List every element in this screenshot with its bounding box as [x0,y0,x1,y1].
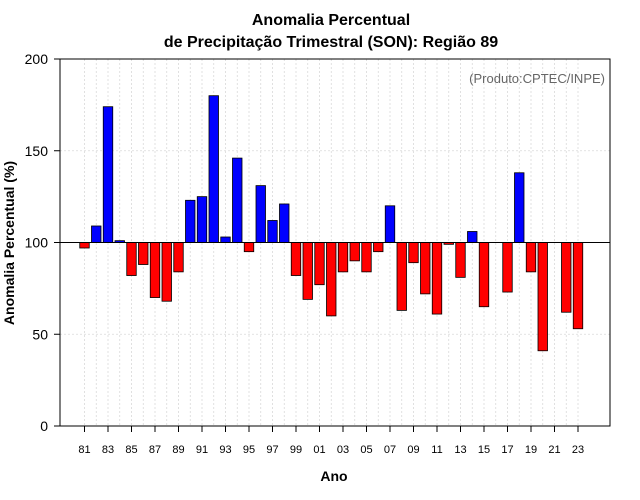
bar-22 [561,242,572,313]
bar-20 [537,242,548,352]
bar-04 [349,242,360,262]
credit-annotation: (Produto:CPTEC/INPE) [469,71,605,86]
x-tick-label: 93 [219,444,231,456]
x-tick-label: 11 [431,444,442,456]
x-tick-label: 03 [337,444,349,456]
x-tick-label: 95 [243,444,255,456]
y-tick-label: 200 [25,51,49,67]
bar-86 [138,242,149,265]
bar-02 [326,242,337,317]
bar-05 [361,242,372,273]
bar-06 [373,242,384,253]
bar-98 [279,203,290,243]
x-axis-label: Ano [320,468,347,484]
bars [79,95,584,352]
x-tick-label: 07 [384,444,396,456]
bar-19 [525,242,537,273]
bar-90 [185,199,196,243]
bar-23 [572,242,584,330]
bar-97 [267,220,278,243]
bar-92 [208,95,219,243]
bar-94 [232,157,243,243]
x-tick-label: 85 [125,444,137,456]
y-tick-label: 50 [32,326,48,342]
bar-11 [431,242,443,315]
bar-88 [161,242,172,302]
bar-08 [396,242,407,311]
y-tick-label: 0 [40,418,48,434]
bar-17 [502,242,513,293]
x-tick-label: 01 [313,444,325,456]
x-tick-label: 13 [454,444,466,456]
bar-13 [455,242,466,278]
bar-00 [302,242,313,300]
y-axis-label: Anomalia Percentual (%) [1,161,17,325]
x-tick-label: 15 [478,444,490,456]
y-tick-label: 150 [25,143,49,159]
y-axis: 0 50 100 150 200 [25,51,60,434]
bar-93 [220,236,231,243]
bar-89 [173,242,184,273]
bar-07 [384,205,396,243]
bar-85 [126,242,137,276]
x-tick-label: 87 [149,444,161,456]
bar-83 [102,106,114,243]
bar-81 [79,242,90,249]
bar-10 [420,242,431,295]
x-tick-label: 83 [102,444,114,456]
bar-96 [255,185,266,243]
bar-91 [196,196,208,243]
x-tick-label: 23 [572,444,584,456]
bar-15 [478,242,490,308]
chart-subtitle: de Precipitação Trimestral (SON): Região… [164,34,498,51]
grid-lines [60,58,610,427]
x-tick-label: 89 [172,444,184,456]
bar-99 [290,242,302,276]
x-tick-label: 05 [360,444,372,456]
x-tick-label: 99 [290,444,302,456]
x-tick-label: 17 [501,444,513,456]
chart-title: Anomalia Percentual [252,12,410,29]
bar-09 [408,242,419,264]
x-axis: 81 83 85 87 89 91 93 95 97 99 01 03 05 07 09 11 13 15 17 19… [78,426,584,456]
bar-82 [91,225,102,243]
x-tick-label: 81 [78,444,90,456]
y-tick-label: 100 [25,235,49,251]
x-tick-label: 91 [196,444,208,456]
bar-01 [314,242,325,286]
x-tick-label: 19 [525,444,537,456]
bar-87 [149,242,161,298]
bar-03 [337,242,349,273]
bar-14 [467,231,478,243]
x-tick-label: 09 [407,444,419,456]
bar-95 [243,242,255,253]
x-tick-label: 21 [548,444,560,456]
bar-18 [514,172,525,243]
x-tick-label: 97 [266,444,278,456]
